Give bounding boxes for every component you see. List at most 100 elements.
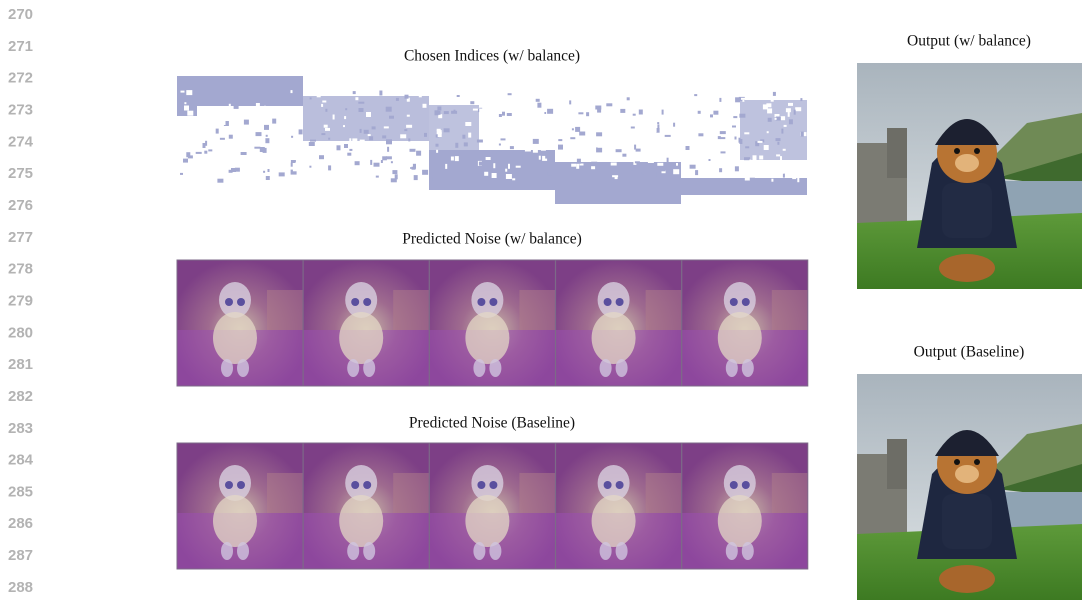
noise-tile: [303, 443, 429, 569]
mask-speck: [627, 149, 632, 151]
line-number: 274: [8, 133, 34, 150]
mask-speck: [764, 145, 769, 150]
mask-speck: [368, 134, 371, 136]
mask-speck: [694, 94, 697, 96]
mask-speck: [759, 156, 763, 160]
mask-speck: [789, 119, 793, 124]
mask-speck: [271, 115, 273, 117]
mask-speck: [489, 122, 494, 125]
line-number: 276: [8, 197, 33, 214]
mask-speck: [241, 152, 247, 155]
mask-speck: [325, 128, 330, 131]
mask-speck: [541, 167, 546, 170]
line-number: 288: [8, 579, 33, 596]
mask-speck: [384, 126, 389, 128]
mask-speck: [690, 165, 696, 169]
mask-speck: [464, 94, 470, 97]
mask-speck: [364, 130, 369, 134]
mask-speck: [711, 151, 717, 153]
mask-speck: [455, 156, 459, 161]
mask-speck: [641, 131, 647, 135]
mask-speck: [742, 100, 744, 102]
mask-speck: [424, 133, 427, 137]
mask-speck: [558, 139, 562, 141]
mask-speck: [468, 133, 471, 138]
mask-speck: [767, 131, 769, 133]
mask-speck: [730, 140, 733, 143]
mask-speck: [437, 129, 441, 131]
mask-speck: [263, 111, 269, 113]
mask-speck: [241, 128, 243, 133]
mask-speck: [436, 150, 438, 153]
mask-speck: [600, 139, 606, 142]
mask-speck: [266, 135, 268, 137]
mask-speck: [611, 163, 617, 166]
mask-speck: [451, 157, 454, 161]
mask-speck: [558, 145, 563, 150]
mask-speck: [719, 168, 722, 172]
mask-speck: [658, 153, 664, 155]
mask-speck: [627, 97, 630, 100]
mask-speck: [797, 177, 799, 182]
mask-speck: [336, 169, 342, 173]
mask-speck: [713, 141, 718, 143]
mask-speck: [386, 139, 392, 144]
mask-speck: [462, 135, 465, 139]
mask-speck: [321, 104, 323, 107]
mask-speck: [512, 178, 515, 180]
mask-speck: [573, 97, 579, 101]
mask-speck: [483, 117, 487, 121]
mask-speck: [265, 138, 269, 143]
mask-speck: [260, 147, 265, 152]
line-number: 279: [8, 292, 33, 309]
mask-speck: [543, 92, 549, 95]
noise-tile: [429, 260, 555, 386]
mask-speck: [333, 115, 335, 120]
mask-speck: [735, 166, 739, 171]
mask-speck: [387, 108, 389, 110]
mask-speck: [576, 180, 581, 183]
mask-speck: [328, 165, 331, 170]
mask-speck: [433, 177, 438, 181]
mask-speck: [473, 109, 478, 111]
mask-speck: [665, 135, 671, 137]
mask-speck: [310, 140, 316, 142]
mask-speck: [208, 149, 212, 151]
mask-speck: [783, 174, 785, 178]
mask-speck: [349, 149, 352, 151]
mask-speck: [238, 110, 240, 112]
caption: Output (w/ balance): [907, 33, 1031, 50]
mask-speck: [575, 127, 580, 132]
mask-speck: [729, 109, 734, 112]
line-number: 282: [8, 388, 33, 405]
mask-speck: [277, 99, 283, 103]
mask-speck: [598, 146, 603, 148]
mask-speck: [766, 103, 771, 107]
mask-speck: [773, 92, 776, 96]
mask-speck: [596, 116, 598, 121]
mask-speck: [436, 144, 439, 147]
mask-speck: [657, 163, 663, 166]
mask-speck: [702, 147, 704, 151]
mask-speck: [264, 106, 266, 110]
mask-speck: [444, 111, 449, 114]
mask-speck: [319, 155, 324, 159]
mask-speck: [317, 95, 321, 97]
mask-speck: [210, 156, 216, 159]
mask-speck: [733, 116, 737, 118]
mask-speck: [407, 115, 410, 117]
mask-speck: [620, 109, 625, 113]
mask-speck: [786, 108, 791, 112]
mask-speck: [525, 150, 531, 152]
mask-speck: [735, 137, 737, 140]
mask-speck: [360, 140, 365, 142]
mask-speck: [321, 133, 325, 135]
mask-speck: [660, 171, 662, 174]
mask-speck: [631, 169, 633, 171]
mask-speck: [291, 90, 293, 93]
mask-speck: [589, 149, 593, 151]
mask-speck: [792, 175, 796, 179]
mask-speck: [739, 138, 741, 143]
mask-speck: [758, 141, 763, 143]
mask-speck: [580, 164, 584, 166]
